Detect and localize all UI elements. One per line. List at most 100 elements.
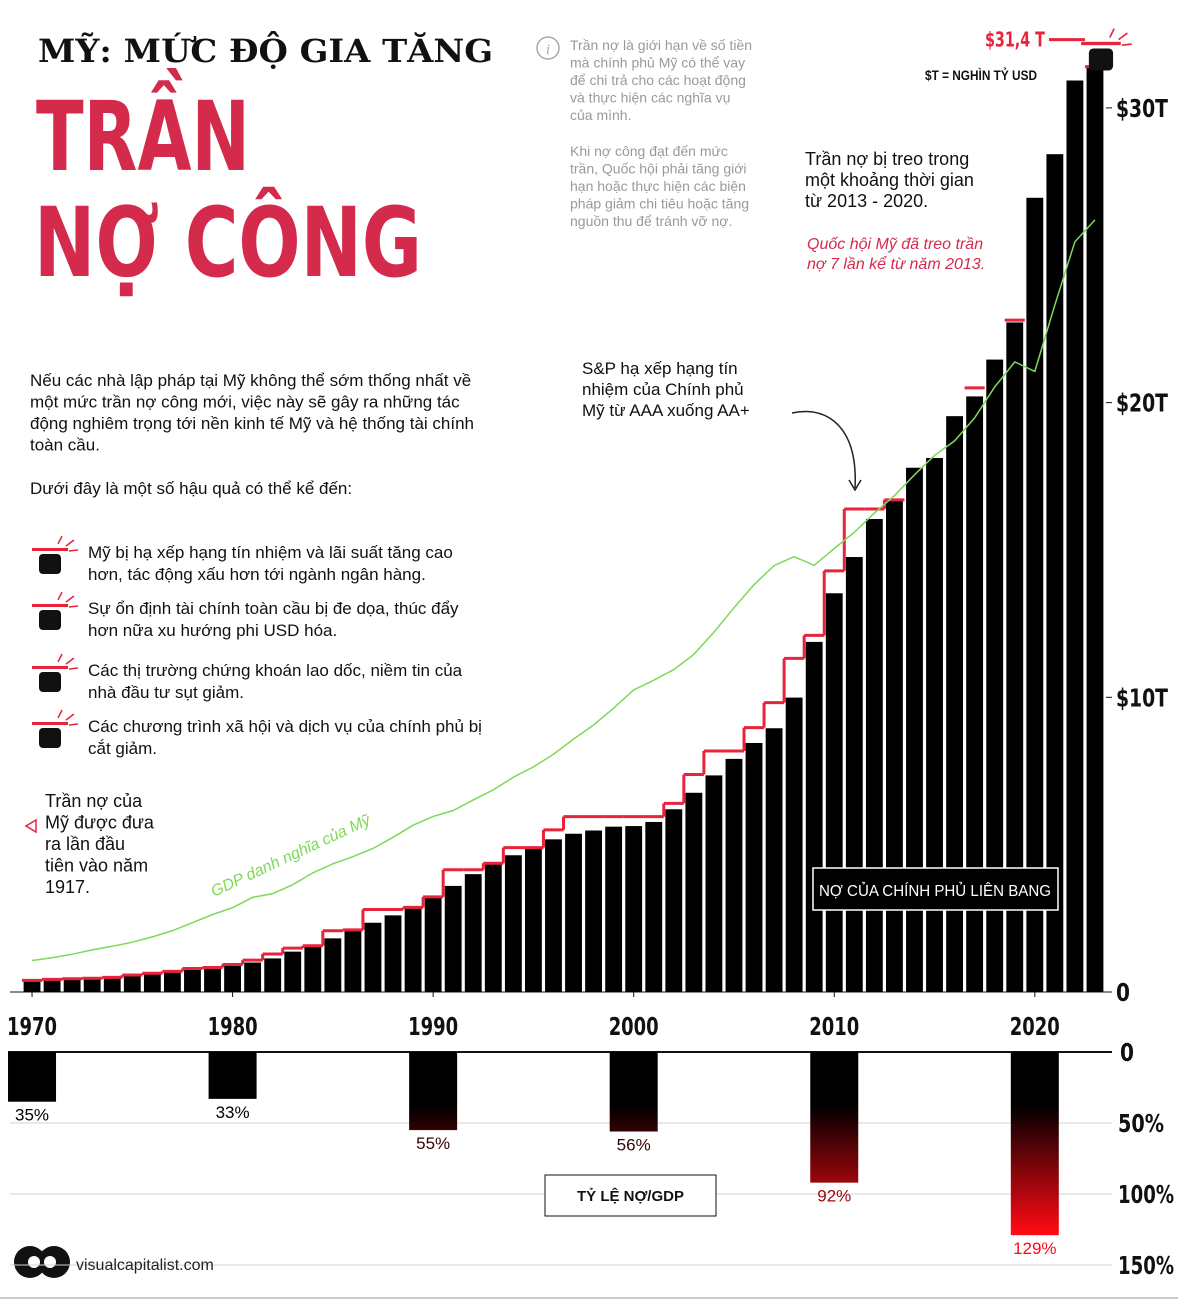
annotation: Quốc hội Mỹ đã treo trần bbox=[807, 236, 983, 253]
consequence-text: Các chương trình xã hội và dịch vụ của c… bbox=[88, 717, 482, 736]
fist-icon bbox=[32, 591, 79, 630]
info-text: để chi trả cho các hoạt động bbox=[570, 72, 746, 88]
fist-line bbox=[32, 548, 68, 551]
info-text: và thực hiện các nghĩa vụ bbox=[570, 90, 730, 106]
debt-bar bbox=[404, 907, 422, 992]
debt-bar bbox=[83, 978, 101, 992]
debt-bar bbox=[163, 971, 181, 992]
info-text: nguồn thu để tránh vỡ nợ. bbox=[570, 213, 732, 229]
consequence-text: cắt giảm. bbox=[88, 739, 157, 758]
fist-mark bbox=[68, 549, 79, 552]
annotation: Trần nợ bị treo trong bbox=[805, 149, 969, 169]
fist-mark bbox=[65, 595, 75, 603]
ratio-bar bbox=[1010, 1052, 1059, 1236]
svg-text:i: i bbox=[546, 42, 550, 58]
debt-bar bbox=[765, 728, 783, 992]
ratio-label: 56% bbox=[617, 1136, 651, 1155]
intro-text: động nghiêm trọng tới nền kinh tế Mỹ và … bbox=[30, 414, 474, 433]
debt-bar bbox=[1086, 66, 1104, 993]
debt-bar bbox=[845, 557, 863, 992]
x-tick-label: 1990 bbox=[408, 1012, 458, 1041]
annotation: 1917. bbox=[45, 877, 90, 897]
y-tick-label: $30T bbox=[1116, 94, 1168, 123]
fist-mark bbox=[1118, 32, 1128, 41]
ratio-title: TỶ LỆ NỢ/GDP bbox=[577, 1187, 684, 1205]
info-text: pháp giảm chi tiêu hoặc tăng bbox=[570, 196, 749, 212]
debt-bar bbox=[63, 979, 81, 992]
consequence-text: Sự ổn định tài chính toàn cầu bị đe dọa,… bbox=[88, 599, 459, 618]
fist-mark bbox=[68, 605, 79, 608]
fist-mark bbox=[65, 713, 75, 721]
info-text: của mình. bbox=[570, 107, 631, 123]
fist-shape bbox=[1088, 48, 1114, 71]
fist-shape bbox=[39, 672, 61, 692]
debt-bar bbox=[1006, 322, 1024, 992]
debt-bar bbox=[504, 855, 522, 992]
fist-line bbox=[1081, 41, 1121, 46]
debt-bar bbox=[825, 593, 843, 992]
debt-label: NỢ CỦA CHÍNH PHỦ LIÊN BANG bbox=[819, 881, 1051, 900]
ratio-label: 129% bbox=[1013, 1239, 1056, 1258]
debt-bar bbox=[1066, 80, 1084, 993]
debt-bar bbox=[665, 809, 683, 992]
fist-mark bbox=[57, 535, 63, 545]
y-tick-label: $20T bbox=[1116, 389, 1168, 418]
y-tick-label: 0 bbox=[1116, 978, 1130, 1007]
info-text: hạn hoặc thực hiện các biện bbox=[570, 178, 746, 194]
debt-bar bbox=[906, 467, 923, 992]
annotation: Mỹ từ AAA xuống AA+ bbox=[582, 401, 750, 420]
fist-mark bbox=[65, 657, 75, 665]
y-tick-label: 150% bbox=[1118, 1251, 1174, 1280]
fist-mark bbox=[65, 539, 75, 547]
debt-bar bbox=[1046, 154, 1064, 992]
debt-bar bbox=[524, 847, 542, 992]
fist-line bbox=[32, 604, 68, 607]
marker-triangle bbox=[24, 818, 37, 834]
fist-shape bbox=[39, 610, 61, 630]
ratio-bar bbox=[8, 1052, 57, 1102]
fist-icon bbox=[32, 653, 79, 692]
debt-bar bbox=[725, 758, 743, 992]
title: NỢ CÔNG bbox=[34, 186, 422, 299]
debt-bar bbox=[344, 929, 362, 992]
fist-icon bbox=[32, 709, 79, 748]
ratio-bar bbox=[409, 1052, 458, 1131]
debt-bar bbox=[184, 969, 201, 992]
source: visualcapitalist.com bbox=[76, 1257, 214, 1274]
debt-bar bbox=[685, 792, 703, 992]
debt-bar bbox=[264, 958, 282, 992]
debt-bar bbox=[805, 641, 823, 992]
x-tick-label: 2010 bbox=[809, 1012, 859, 1041]
gdp-line bbox=[31, 219, 1096, 962]
x-tick-label: 2020 bbox=[1010, 1012, 1060, 1041]
fist-mark bbox=[57, 709, 63, 719]
debt-label-box bbox=[812, 867, 1059, 911]
fist-shape bbox=[39, 728, 61, 748]
debt-bar bbox=[966, 396, 984, 992]
debt-bar bbox=[885, 499, 903, 992]
debt-bar bbox=[645, 821, 663, 992]
debt-bar bbox=[946, 416, 964, 992]
consequence-text: Mỹ bị hạ xếp hạng tín nhiệm và lãi suất … bbox=[88, 543, 453, 562]
fist-icon bbox=[32, 535, 79, 574]
x-tick-label: 2000 bbox=[609, 1012, 659, 1041]
ratio-label: 33% bbox=[216, 1103, 250, 1122]
y-tick-label: 100% bbox=[1118, 1180, 1174, 1209]
intro-text: toàn cầu. bbox=[30, 436, 100, 455]
ratio-bar bbox=[208, 1052, 257, 1099]
annotation: một khoảng thời gian bbox=[805, 170, 974, 190]
annotation: tiên vào năm bbox=[45, 856, 148, 876]
debt-bar bbox=[204, 967, 221, 992]
title: TRẦN bbox=[36, 68, 250, 193]
x-tick-label: 1970 bbox=[7, 1012, 57, 1041]
consequence-text: hơn, tác động xấu hơn tới ngành ngân hàn… bbox=[88, 565, 426, 584]
debt-bar bbox=[545, 839, 562, 992]
y-tick-label: 0 bbox=[1120, 1038, 1134, 1067]
debt-bar bbox=[304, 945, 322, 992]
fist-mark bbox=[68, 667, 79, 670]
debt-bar bbox=[565, 833, 582, 992]
debt-bar bbox=[143, 973, 161, 992]
y-tick-label: $10T bbox=[1116, 683, 1168, 712]
kicker: MỸ: MỨC ĐỘ GIA TĂNG bbox=[38, 31, 493, 70]
info-text: Khi nợ công đạt đến mức bbox=[570, 143, 728, 159]
